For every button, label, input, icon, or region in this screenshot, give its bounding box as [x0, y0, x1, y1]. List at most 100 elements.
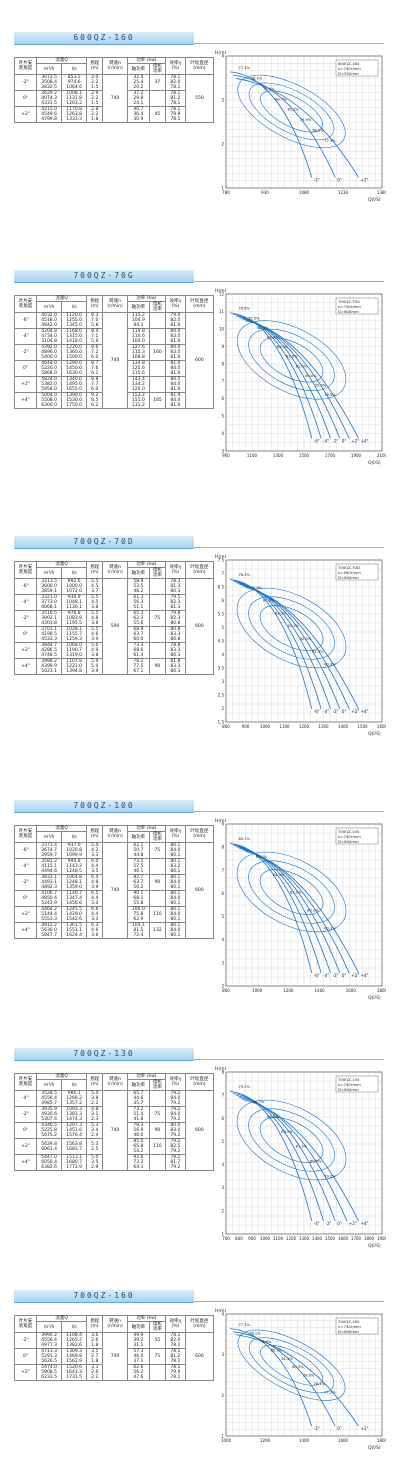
x-axis-label: Q(l/S): [368, 995, 381, 1001]
efficiency-cell: 80.5 84.0 81.0: [164, 376, 186, 393]
y-tick-label: 7: [221, 1093, 224, 1098]
motor-power-cell: 132: [148, 922, 166, 939]
legend-line: D=600mm: [338, 309, 359, 314]
y-tick-label: 2: [221, 142, 224, 147]
legend-line: 700QZ-160: [338, 1319, 360, 1324]
header-shaft-power: 轴功率: [126, 567, 150, 579]
header-shaft-power: 轴功率: [126, 831, 150, 843]
header-row: 叶片安 装角度 流量Q 扬程 (m) 转速n (r/min) 功率 (kw) 效率η (%…: [13, 1073, 215, 1091]
head-cell: 5.9 5.0 3.9: [86, 658, 104, 675]
x-tick-label: 1600: [338, 1236, 349, 1241]
head-curve: [236, 846, 331, 974]
x-tick-label: 1500: [357, 724, 368, 729]
efficiency-cell: 78.1 81.2 78.1: [164, 1348, 186, 1365]
angle-cell: +2°: [13, 106, 38, 123]
flow-ls-cell: 1340.0 1495.0 1655.0: [61, 376, 88, 393]
header-ls: l/s: [61, 1079, 88, 1091]
motor-power-cell: 55: [148, 1332, 166, 1349]
spec-table: 叶片安 装角度 流量Q 扬程 (m) 转速n (r/min) 功率 (kw) 效率η (%…: [13, 57, 215, 123]
shaft-power-cell: 127.6 115.3 108.8: [126, 344, 150, 361]
header-shaft-power: 轴功率: [126, 63, 150, 75]
motor-power-cell: 110: [148, 1138, 166, 1155]
efficiency-label: 79.8%: [251, 586, 263, 590]
efficiency-cell: 80.1 84.0 80.1: [164, 890, 186, 907]
y-tick-label: 2: [221, 1393, 224, 1398]
efficiency-label: 77.3%: [238, 66, 250, 70]
flow-m3h-cell: 3213.5 3600.0 3859.1: [36, 578, 63, 595]
y-tick-label: 4: [221, 652, 224, 657]
x-tick-label: 1500: [325, 1236, 336, 1241]
table-row: -4° 3581.2 4115.1 4494.6 994.8 1143.2 1248…: [13, 858, 214, 875]
head-cell: 5.6 4.9 3.8: [86, 642, 104, 659]
motor-power-cell: [148, 376, 166, 393]
efficiency-contour: [236, 587, 347, 669]
flow-ls-cell: 1108.4 1265.7 1382.6: [61, 1332, 88, 1349]
head-curve: [245, 587, 359, 710]
efficiency-cell: 80.0 83.0 81.0: [164, 344, 186, 361]
table-row: -2° 4392.0 4896.0 5400.0 1220.0 1360.0 150…: [13, 344, 214, 361]
efficiency-label: 78.1%: [249, 1332, 261, 1336]
efficiency-cell: 81.8 83.3 80.3: [164, 658, 186, 675]
head-curve: [229, 312, 313, 439]
head-curve: [239, 847, 341, 974]
head-cell: 5.5 4.5 3.8: [86, 594, 104, 611]
efficiency-contour: [236, 1099, 347, 1181]
x-tick-label: 1100: [273, 1236, 284, 1241]
y-tick-label: 1: [221, 1232, 224, 1237]
flow-ls-cell: 1107.8 1221.0 1394.8: [61, 658, 88, 675]
header-speed: 转速n (r/min): [102, 1315, 128, 1333]
efficiency-contour: [236, 320, 347, 400]
performance-chart: 1000 1200 1400 1600 1800 1 2 3 4 H(m) Q(l/S) 700QZ-…: [214, 1306, 386, 1456]
x-tick-label: 900: [242, 724, 250, 729]
y-tick-label: 2.5: [218, 693, 225, 698]
flow-m3h-cell: 4824.0 5382.0 5958.0: [36, 376, 63, 393]
y-tick-label: 1: [221, 1434, 224, 1439]
header-head: 扬程 (m): [86, 825, 104, 843]
x-tick-label: 1400: [312, 1236, 323, 1241]
shaft-power-cell: 40.7 36.4 30.9: [126, 106, 150, 123]
speed-cell: 740: [102, 842, 128, 939]
spec-table: 叶片安 装角度 流量Q 扬程 (m) 转速n (r/min) 功率 (kw) 效率η (%…: [13, 295, 215, 409]
y-tick-label: 4: [221, 54, 224, 59]
flow-m3h-cell: 3321.0 3773.0 4068.1: [36, 594, 63, 611]
efficiency-label: 83.2%: [290, 891, 302, 895]
efficiency-cell: 78.3 81.3 80.3: [164, 578, 186, 595]
shaft-power-cell: 100.0 75.8 62.9: [126, 906, 150, 923]
y-tick-label: 6: [221, 396, 224, 401]
header-efficiency: 效率η (%): [164, 1073, 186, 1091]
shaft-power-cell: 32.4 25.4 20.2: [126, 74, 150, 91]
efficiency-label: 82.0%: [286, 355, 298, 359]
header-speed: 转速n (r/min): [102, 57, 128, 75]
table-row: -2° 3072.5 3508.4 3832.5 853.5 974.6 1064.…: [13, 74, 215, 123]
angle-label: 0°: [342, 709, 347, 714]
head-curve: [245, 320, 359, 439]
shaft-power-cell: 153.2 151.0 131.2: [126, 392, 150, 409]
angle-label: 0°: [342, 973, 347, 978]
efficiency-label: 81.0%: [296, 364, 308, 368]
header-speed: 转速n (r/min): [102, 295, 128, 313]
angle-label: -6°: [314, 709, 320, 714]
section-banner: 700QZ-70G: [14, 270, 194, 283]
header-head: 扬程 (m): [86, 295, 104, 313]
head-cell: 2.8 2.2 1.8: [86, 106, 104, 123]
table-row: -2° 3833.1 4493.1 4892.3 1064.8 1248.1 135…: [13, 874, 214, 891]
table-row: 0° 4346.5 5225.8 5675.2 1207.3 1451.6 1576…: [13, 1122, 214, 1139]
motor-power-cell: 75: [148, 610, 166, 627]
spec-table: 叶片安 装角度 流量Q 扬程 (m) 转速n (r/min) 功率 (kw) 效率η (%…: [13, 1073, 215, 1171]
efficiency-label: 77.3%: [324, 1390, 336, 1394]
efficiency-label: 82.0%: [300, 637, 312, 641]
header-motor-power: 电机 功率: [148, 831, 166, 843]
header-efficiency: 效率η (%): [164, 1315, 186, 1333]
efficiency-cell: 78.1 82.0 78.1: [164, 74, 186, 91]
angle-label: +4°: [361, 709, 369, 714]
angle-label: 0°: [337, 177, 342, 182]
chart-svg: 1000 1200 1400 1600 1800 1 2 3 4H(m) Q(l/S) 700QZ-…: [215, 1308, 386, 1451]
efficiency-contour: [248, 1337, 335, 1394]
flow-m3h-cell: 3072.5 3508.4 3832.5: [36, 74, 63, 91]
head-cell: 5.3 3.4 2.4: [86, 1122, 104, 1139]
head-cell: 3.0 2.2 1.5: [86, 74, 104, 91]
x-tick-label: 1000: [252, 988, 263, 993]
y-tick-label: 2: [221, 706, 224, 711]
motor-power-cell: 90: [148, 874, 166, 891]
x-tick-label: 1000: [260, 1236, 271, 1241]
